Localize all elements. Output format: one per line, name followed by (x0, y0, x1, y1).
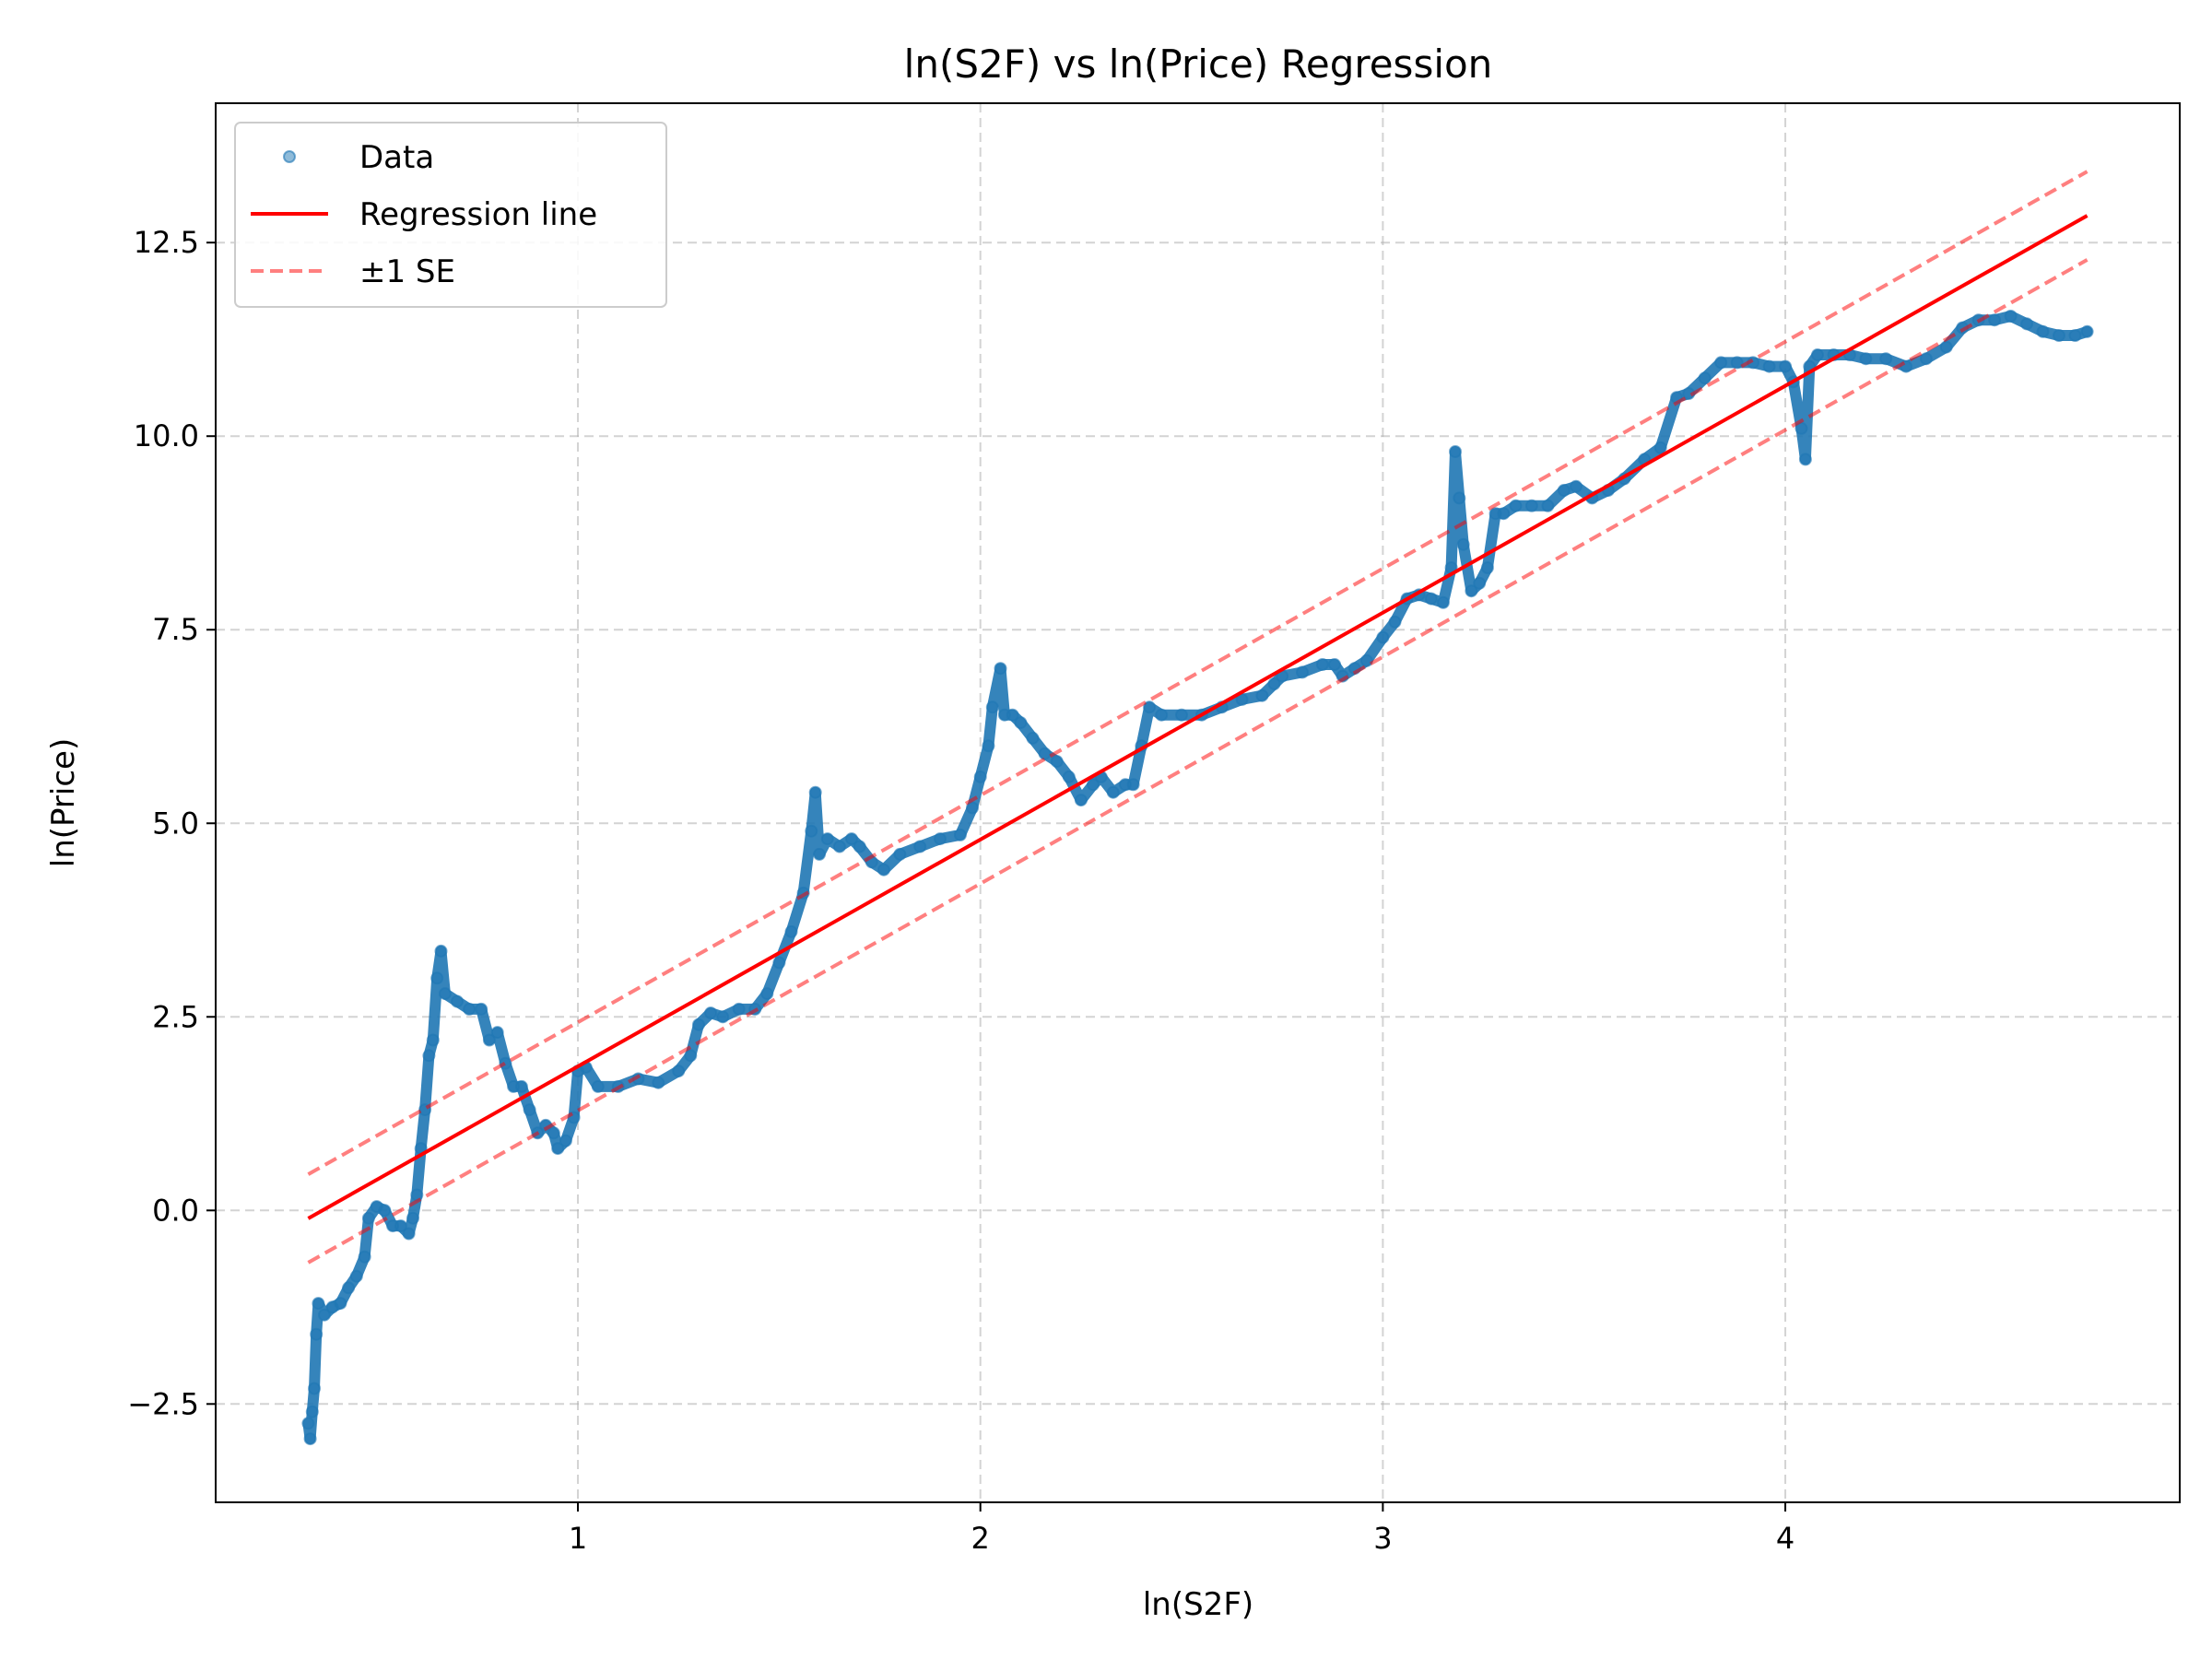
y-tick-label: −2.5 (127, 1386, 199, 1421)
plot-area-frame (215, 102, 2181, 1503)
legend: Data Regression line ±1 SE (234, 122, 667, 308)
se-upper-line (307, 170, 2088, 1176)
legend-box (234, 122, 667, 308)
chart-title: ln(S2F) vs ln(Price) Regression (904, 41, 1493, 87)
regression-lines-layer (307, 170, 2088, 1265)
data-points-layer (301, 310, 2094, 1446)
y-tick-label: 5.0 (152, 806, 199, 841)
y-tick-label: 2.5 (152, 999, 199, 1034)
y-tick-label: 12.5 (134, 225, 199, 260)
regression-line (307, 214, 2088, 1220)
x-tick-label: 3 (1373, 1521, 1392, 1556)
x-tick-label: 4 (1776, 1521, 1794, 1556)
x-tick-label: 1 (569, 1521, 587, 1556)
legend-label-data: Data (359, 139, 434, 176)
legend-label-regression: Regression line (359, 196, 597, 233)
x-tick-label: 2 (971, 1521, 990, 1556)
y-tick-label: 7.5 (152, 612, 199, 647)
y-tick-label: 0.0 (152, 1193, 199, 1228)
data-point-trace (302, 311, 2093, 1445)
x-axis-label: ln(S2F) (1143, 1586, 1253, 1623)
legend-data-marker (283, 150, 296, 163)
y-tick-label: 10.0 (134, 418, 199, 453)
se-lower-line (307, 258, 2088, 1265)
axis-ticks-layer: 1 2 3 4 −2.5 0.0 2.5 5.0 7.5 10.0 12.5 (127, 225, 1794, 1556)
y-axis-label: ln(Price) (45, 738, 82, 867)
legend-label-se: ±1 SE (359, 253, 455, 290)
